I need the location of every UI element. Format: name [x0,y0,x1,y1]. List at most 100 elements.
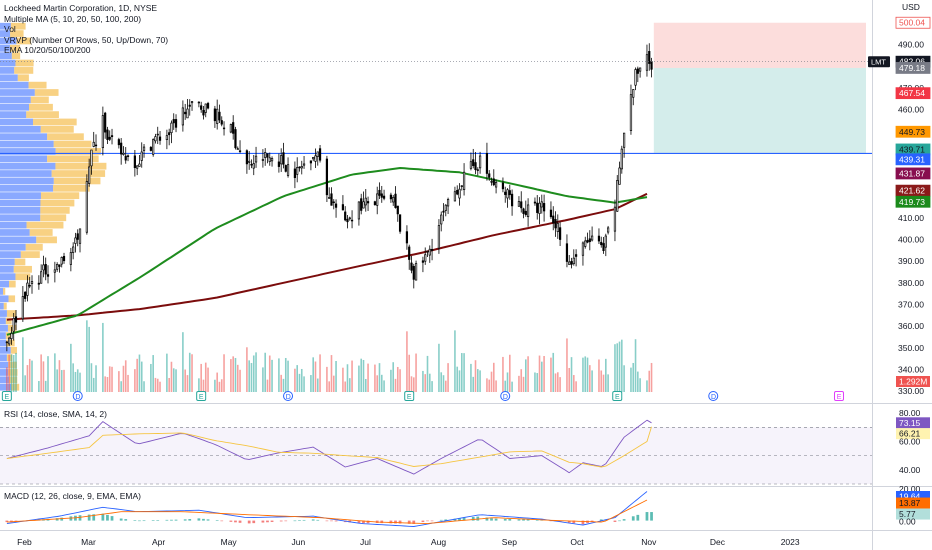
candle-body [565,243,569,262]
volume-bar [74,371,77,392]
volume-bar [150,363,152,392]
macd-histogram-bar [458,518,461,521]
rsi-label-value: 60.00 [899,436,921,446]
candle-body [286,164,290,176]
macd-histogram-bar [572,520,576,524]
price-label-value: 419.73 [899,197,925,207]
candle-body [581,242,585,256]
price-label-value: 482.06 [899,57,925,67]
candle-body [296,167,299,175]
volume-profile-up-row [10,22,26,30]
macd-histogram-bar [247,520,251,524]
macd-histogram-bar [471,517,475,521]
volume-profile-down-row [0,280,10,288]
volume-profile-down-row [0,383,12,391]
volume-bar [650,362,653,392]
price-label-value: 479.18 [899,63,925,73]
macd-label-box [896,508,930,520]
volume-bar [486,378,488,392]
candle-body [588,238,591,243]
volume-profile-up-row [13,265,32,273]
volume-profile-down-row [0,221,27,229]
volume-profile-up-row [10,346,17,354]
volume-bar [232,356,234,392]
position-target-zone [653,67,866,154]
macd-histogram-bar [165,519,169,521]
volume-profile-up-row [14,258,26,266]
macd-histogram-bar [590,520,594,522]
indicator-vol[interactable]: Vol [4,24,16,35]
volume-profile-up-row [5,332,12,339]
volume-profile-down-row [0,177,54,185]
volume-bar [31,360,33,392]
macd-histogram-bar [613,520,617,522]
volume-bar [390,369,392,392]
volume-profile-down-row [0,346,11,354]
volume-profile-up-row [15,273,31,281]
candle-body [122,152,125,155]
candle-body [357,201,361,220]
volume-bar [134,369,136,392]
macd-histogram-bar [650,512,653,521]
candle-body [325,158,329,196]
rsi-title[interactable]: RSI (14, close, SMA, 14, 2) [4,409,107,419]
price-tick-label: 350.00 [898,343,924,353]
candle-body [264,152,267,158]
volume-bar [92,377,95,392]
volume-profile-down-row [0,44,10,52]
volume-bar [554,373,557,392]
volume-profile-up-row [47,133,84,141]
volume-bar [108,366,111,392]
volume-profile-down-row [0,369,9,376]
volume-profile-up-row [28,103,53,111]
candle-body [170,122,173,134]
macd-histogram-bar [444,519,448,521]
price-tick-label: 360.00 [898,321,924,331]
macd-histogram-bar [298,520,301,521]
rsi-band [0,427,872,484]
indicator-vrvp[interactable]: VRVP (Number Of Rows, 50, Up/Down, 70) [4,34,169,45]
volume-bar [582,357,584,392]
volume-bar [410,376,413,392]
volume-bar [54,353,56,392]
volume-profile-down-row [0,310,7,317]
time-axis-label: Aug [431,537,446,547]
volume-bar [60,370,63,392]
candle-body [364,197,367,206]
candle-body [456,189,459,195]
macd-title[interactable]: MACD (12, 26, close, 9, EMA, EMA) [4,491,141,501]
candle-body [40,271,43,284]
volume-bar [358,365,360,392]
volume-profile-down-row [0,295,9,303]
candle-body [234,129,237,149]
volume-bar [42,361,45,392]
volume-profile-up-row [28,81,47,89]
volume-profile-up-row [40,207,70,214]
volume-bar [156,378,159,392]
candle-body [392,196,395,203]
macd-histogram-bar [202,518,205,521]
volume-profile-down-row [0,243,26,251]
candle-body [476,169,479,171]
volume-profile-up-row [25,243,43,251]
candle-body [533,201,537,204]
macd-histogram-bar [426,520,429,522]
candle-body [348,217,351,220]
candle-body [538,202,541,214]
indicator-multiple-ma[interactable]: Multiple MA (5, 10, 20, 50, 100, 200) [4,13,142,24]
volume-bar [271,359,273,392]
macd-histogram-bar [311,519,315,521]
candle-body [101,115,104,149]
event-badge-letter: E [837,394,842,401]
volume-bar [623,365,625,392]
indicator-ema[interactable]: EMA 10/20/50/100/200 [4,45,91,56]
volume-bar [472,376,475,392]
candle-body [312,156,315,160]
event-badge [612,391,623,401]
candle-body [268,157,271,162]
macd-histogram-bar [357,520,361,524]
volume-bar [314,361,317,392]
volume-bar [447,363,449,392]
candle-body [430,248,434,251]
